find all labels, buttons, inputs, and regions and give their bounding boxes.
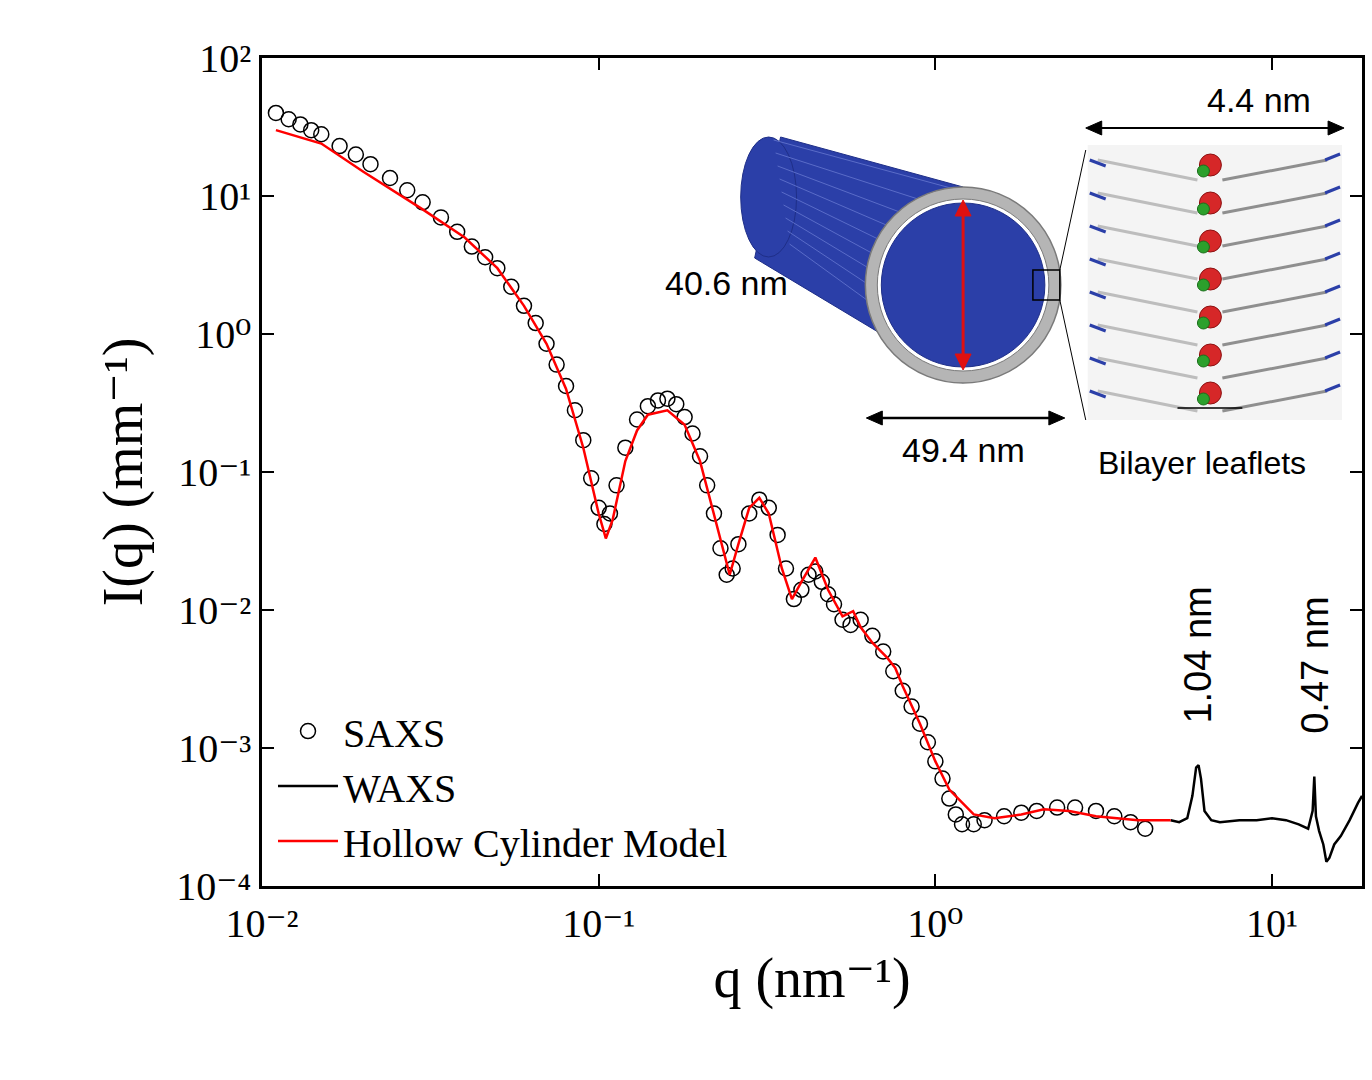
svg-text:10¹: 10¹ [1246,901,1298,946]
svg-text:10⁻³: 10⁻³ [178,726,251,771]
svg-text:49.4 nm: 49.4 nm [902,431,1025,469]
svg-text:0.47 nm: 0.47 nm [1294,596,1336,733]
svg-text:WAXS: WAXS [343,766,456,811]
svg-text:10⁰: 10⁰ [195,312,251,357]
svg-text:Hollow Cylinder Model: Hollow Cylinder Model [343,821,727,866]
svg-text:10⁻²: 10⁻² [225,901,298,946]
svg-text:1.04 nm: 1.04 nm [1177,586,1219,723]
svg-text:I(q) (mm⁻¹): I(q) (mm⁻¹) [92,338,155,607]
svg-text:40.6 nm: 40.6 nm [665,264,788,302]
svg-text:q (nm⁻¹): q (nm⁻¹) [713,947,910,1010]
svg-text:Bilayer leaflets: Bilayer leaflets [1098,445,1306,481]
svg-text:10⁻⁴: 10⁻⁴ [176,864,251,909]
svg-text:10¹: 10¹ [199,174,251,219]
svg-text:SAXS: SAXS [343,711,445,756]
svg-text:10⁻²: 10⁻² [178,588,251,633]
svg-text:4.4 nm: 4.4 nm [1207,81,1311,119]
svg-text:10⁻¹: 10⁻¹ [178,450,251,495]
svg-text:10⁻¹: 10⁻¹ [562,901,635,946]
svg-text:10²: 10² [199,36,251,81]
svg-text:10⁰: 10⁰ [907,901,963,946]
